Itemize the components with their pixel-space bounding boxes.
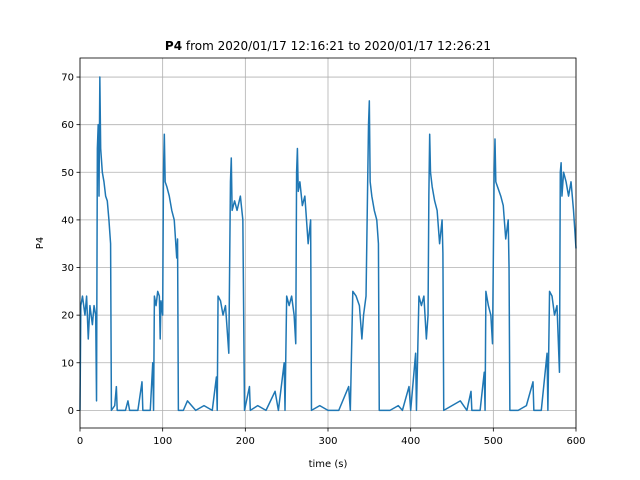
x-axis-label: time (s) <box>309 459 348 470</box>
x-tick-label: 0 <box>77 436 83 447</box>
x-tick-label: 300 <box>318 436 337 447</box>
y-tick-label: 20 <box>61 311 74 322</box>
y-tick-label: 70 <box>61 73 74 84</box>
ticks: 0 100 200 300 400 500 600 0 10 20 30 40 50 60 70 <box>61 73 585 447</box>
y-tick-label: 10 <box>61 358 74 369</box>
x-tick-label: 200 <box>236 436 255 447</box>
title-text: from 2020/01/17 12:16:21 to 2020/01/17 1… <box>186 39 491 53</box>
y-tick-label: 30 <box>61 263 74 274</box>
x-tick-label: 600 <box>566 436 585 447</box>
x-tick-label: 500 <box>484 436 503 447</box>
y-axis-label: P4 <box>35 237 46 249</box>
y-tick-label: 40 <box>61 215 74 226</box>
x-tick-label: 400 <box>401 436 420 447</box>
x-tick-label: 100 <box>153 436 172 447</box>
y-tick-label: 50 <box>61 168 74 179</box>
data-line <box>79 76 577 412</box>
plot-area <box>79 76 577 412</box>
title-bold: P4 <box>165 39 182 53</box>
y-tick-label: 60 <box>61 120 74 131</box>
y-tick-label: 0 <box>68 406 74 417</box>
chart-title: P4 from 2020/01/17 12:16:21 to 2020/01/1… <box>165 39 491 53</box>
